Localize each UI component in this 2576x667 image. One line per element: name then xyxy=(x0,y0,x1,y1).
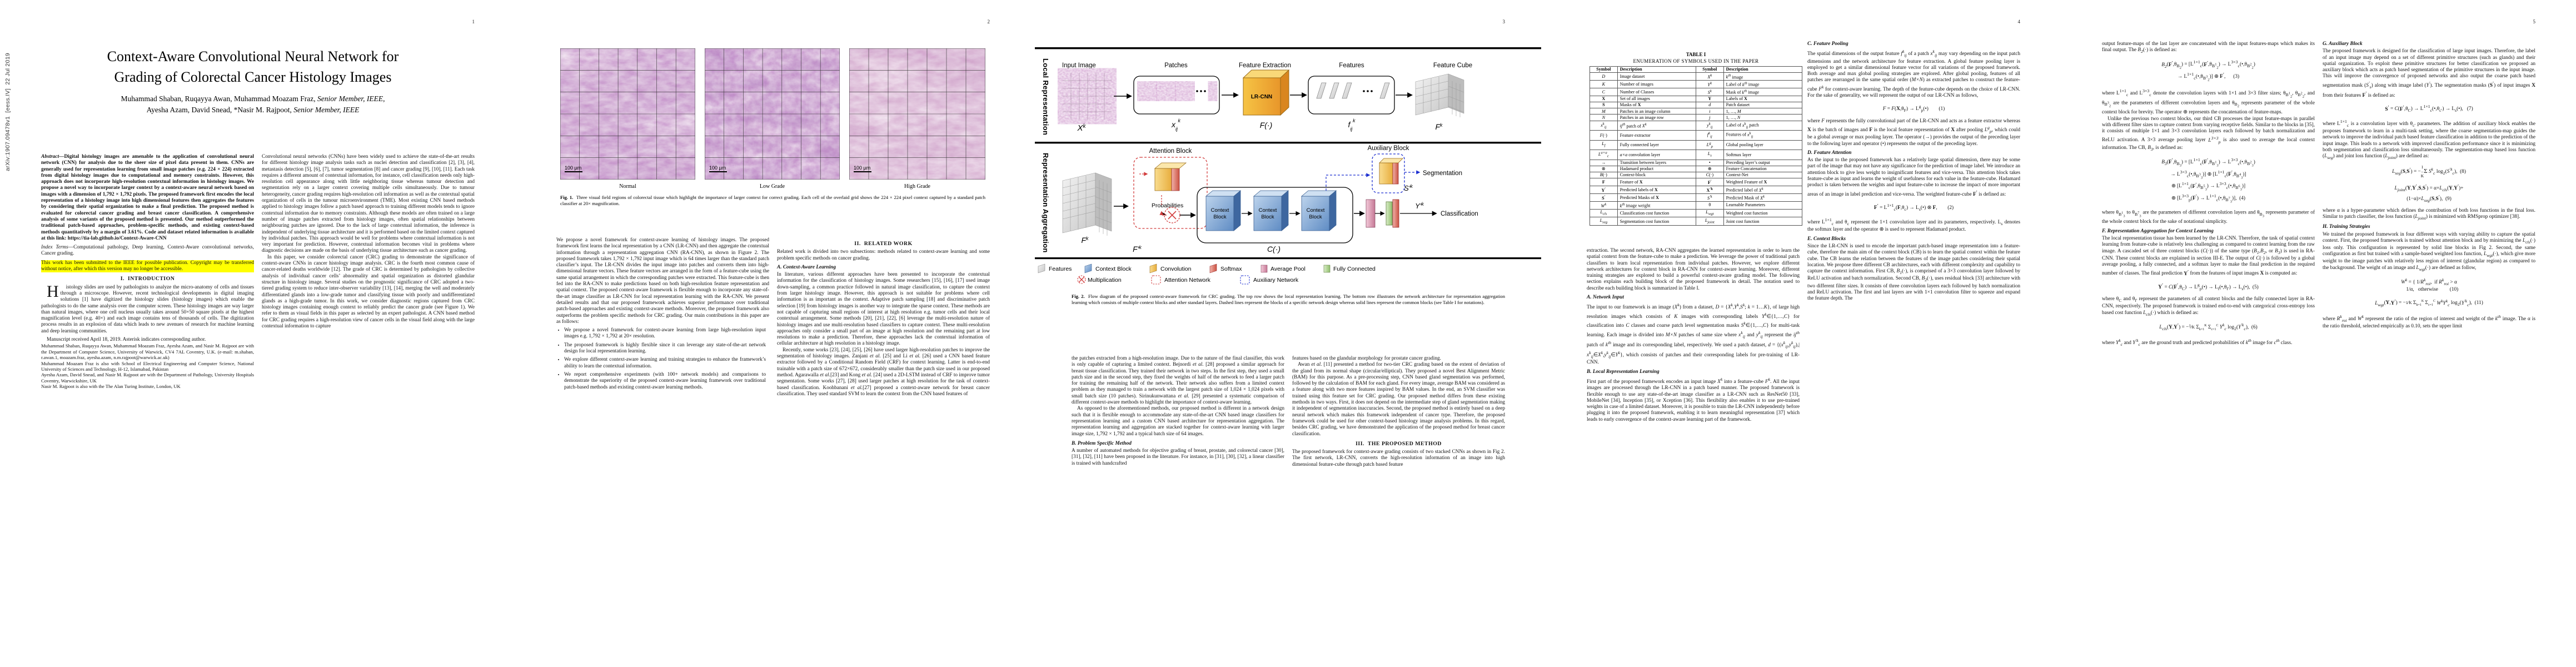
svg-text:Representation Aggregation: Representation Aggregation xyxy=(1042,153,1050,253)
svg-text:Fk: Fk xyxy=(1435,122,1443,131)
svg-text:xijk: xijk xyxy=(1171,118,1181,132)
svg-text:Xk: Xk xyxy=(1077,123,1086,133)
svg-text:Local Representation: Local Representation xyxy=(1042,58,1050,135)
svg-text:Fk: Fk xyxy=(1081,236,1089,245)
svg-text:Multiplication: Multiplication xyxy=(1088,277,1122,283)
svg-text:LR-CNN: LR-CNN xyxy=(1251,94,1272,100)
svg-text:Context: Context xyxy=(1211,207,1229,213)
svg-text:C(·): C(·) xyxy=(1267,245,1280,253)
svg-text:Auxiliary Block: Auxiliary Block xyxy=(1368,145,1409,152)
svg-text:S'k: S'k xyxy=(1404,183,1413,192)
svg-text:100 µm: 100 µm xyxy=(854,165,870,171)
svg-text:F(·): F(·) xyxy=(1260,121,1273,130)
svg-text:Attention Network: Attention Network xyxy=(1164,277,1211,283)
svg-text:Block: Block xyxy=(1261,214,1274,220)
svg-text:Context: Context xyxy=(1259,207,1277,213)
svg-text:Average Pool: Average Pool xyxy=(1270,266,1306,272)
svg-text:Classification: Classification xyxy=(1441,211,1478,217)
svg-text:Features: Features xyxy=(1049,266,1072,272)
svg-text:Feature Extraction: Feature Extraction xyxy=(1239,62,1291,69)
svg-text:Segmentation: Segmentation xyxy=(1423,170,1462,177)
svg-text:Block: Block xyxy=(1213,214,1226,220)
svg-text:F'k: F'k xyxy=(1133,245,1142,253)
svg-text:100 µm: 100 µm xyxy=(709,165,726,171)
svg-text:Attention Block: Attention Block xyxy=(1149,148,1192,155)
svg-text:Input Image: Input Image xyxy=(1062,62,1096,69)
svg-text:100 µm: 100 µm xyxy=(565,165,581,171)
svg-text:Features: Features xyxy=(1339,62,1364,69)
svg-text:fijk: fijk xyxy=(1348,118,1356,132)
svg-text:Auxiliary Network: Auxiliary Network xyxy=(1253,277,1299,283)
svg-text:Block: Block xyxy=(1309,214,1322,220)
svg-text:Context Block: Context Block xyxy=(1095,266,1132,272)
svg-text:Feature Cube: Feature Cube xyxy=(1433,62,1472,69)
svg-text:Probabilities: Probabilities xyxy=(1152,202,1183,209)
svg-text:Y'k: Y'k xyxy=(1415,201,1424,210)
svg-text:Patches: Patches xyxy=(1164,62,1188,69)
svg-text:Convolution: Convolution xyxy=(1160,266,1192,272)
svg-text:Fully Connected: Fully Connected xyxy=(1333,266,1376,272)
svg-text:Softmax: Softmax xyxy=(1220,266,1242,272)
svg-text:Context: Context xyxy=(1307,207,1325,213)
